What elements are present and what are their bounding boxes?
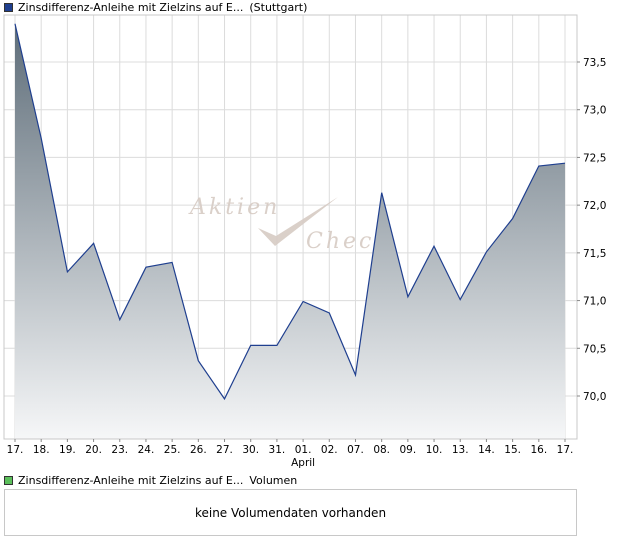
x-tick-label: 25. [164,444,181,456]
price-line [14,23,566,401]
y-tick-label: 73,5 [583,57,606,69]
volume-empty-message: keine Volumendaten vorhanden [194,505,387,520]
price-legend-name: Zinsdifferenz-Anleihe mit Zielzins auf E… [18,0,244,14]
price-series-swatch [4,2,13,12]
watermark-text-aktien: Aktien [188,195,280,220]
x-tick-label: 09. [400,444,417,456]
x-tick-label: 19. [59,444,76,456]
x-tick-label: 31. [269,444,286,456]
y-tick-label: 72,5 [583,152,606,164]
volume-series-swatch [4,475,13,485]
volume-legend-suffix: Volumen [249,473,298,487]
y-tick-label: 71,5 [583,248,606,260]
x-tick-label: 14. [478,444,495,456]
x-tick-label: 18. [33,444,50,456]
x-axis-labels: 17. 18. 19. 20. 23. 24. 25. 26. 27. 30. 31. 01. 02. 0… [7,439,574,469]
x-tick-label: 08. [373,444,390,456]
price-legend: Zinsdifferenz-Anleihe mit Zielzins auf E… [4,0,307,14]
x-tick-label: 26. [190,444,207,456]
x-tick-label: 16. [530,444,547,456]
x-tick-label: 15. [504,444,521,456]
x-tick-label: 17. [557,444,574,456]
volume-panel: keine Volumendaten vorhanden [4,489,577,536]
price-legend-exchange: (Stuttgart) [249,0,308,14]
volume-legend-name: Zinsdifferenz-Anleihe mit Zielzins auf E… [18,473,244,487]
x-tick-label: 01. [295,444,312,456]
x-tick-label: 24. [138,444,155,456]
x-tick-label: 23. [111,444,128,456]
plot-frame [3,14,578,440]
y-tick-label: 73,0 [583,105,606,117]
y-tick-label: 70,0 [583,391,606,403]
x-tick-label: 27. [216,444,233,456]
x-tick-label: 10. [426,444,443,456]
price-chart: Aktien Check 17. 18. 19. 20. 23. 24. 25. 26. 27.… [3,14,606,469]
x-tick-label: 02. [321,444,338,456]
x-tick-label: 20. [85,444,102,456]
x-tick-label: 07. [347,444,364,456]
y-tick-label: 70,5 [583,343,606,355]
x-tick-label: 30. [242,444,259,456]
x-month-label: April [291,457,315,469]
watermark: Aktien Check [188,195,388,254]
y-tick-label: 72,0 [583,200,606,212]
volume-legend: Zinsdifferenz-Anleihe mit Zielzins auf E… [4,473,297,487]
price-area-fill [15,23,565,440]
x-tick-label: 17. [7,444,24,456]
y-axis-labels: 70,0 70,5 71,0 71,5 72,0 72,5 73,0 73,5 [577,57,606,403]
y-tick-label: 71,0 [583,296,606,308]
x-tick-label: 13. [452,444,469,456]
